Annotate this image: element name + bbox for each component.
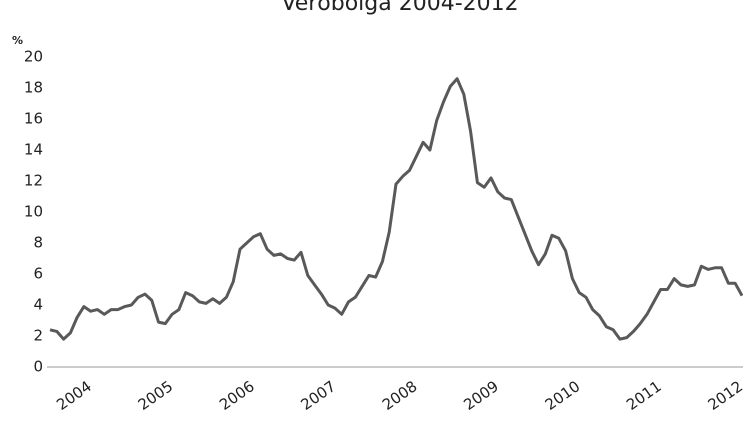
y-tick-label: 2 xyxy=(33,327,43,345)
x-tick-label: 2005 xyxy=(135,377,177,414)
y-tick-label: 10 xyxy=(24,203,43,221)
y-tick-label: 16 xyxy=(24,110,43,128)
data-line xyxy=(49,77,743,341)
y-tick-label: 20 xyxy=(24,48,43,66)
y-tick-label: 4 xyxy=(33,296,43,314)
y-tick-label: 6 xyxy=(33,265,43,283)
x-tick-label: 2008 xyxy=(379,377,421,414)
y-tick-label: 0 xyxy=(33,358,43,376)
y-tick-label: 8 xyxy=(33,234,43,252)
y-tick-label: 18 xyxy=(24,79,43,97)
x-tick-label: 2006 xyxy=(216,377,258,414)
x-tick-label: 2009 xyxy=(460,377,502,414)
x-tick-label: 2004 xyxy=(53,377,95,414)
y-tick-label: 12 xyxy=(24,172,43,190)
x-tick-label: 2007 xyxy=(298,377,340,414)
x-tick-label: 2010 xyxy=(542,377,584,414)
x-tick-label: 2011 xyxy=(623,377,665,414)
chart-title: Verðbólga 2004-2012 xyxy=(281,0,518,16)
y-axis-label: % xyxy=(12,34,23,47)
x-tick-label: 2012 xyxy=(705,377,743,414)
y-tick-label: 14 xyxy=(24,141,43,159)
